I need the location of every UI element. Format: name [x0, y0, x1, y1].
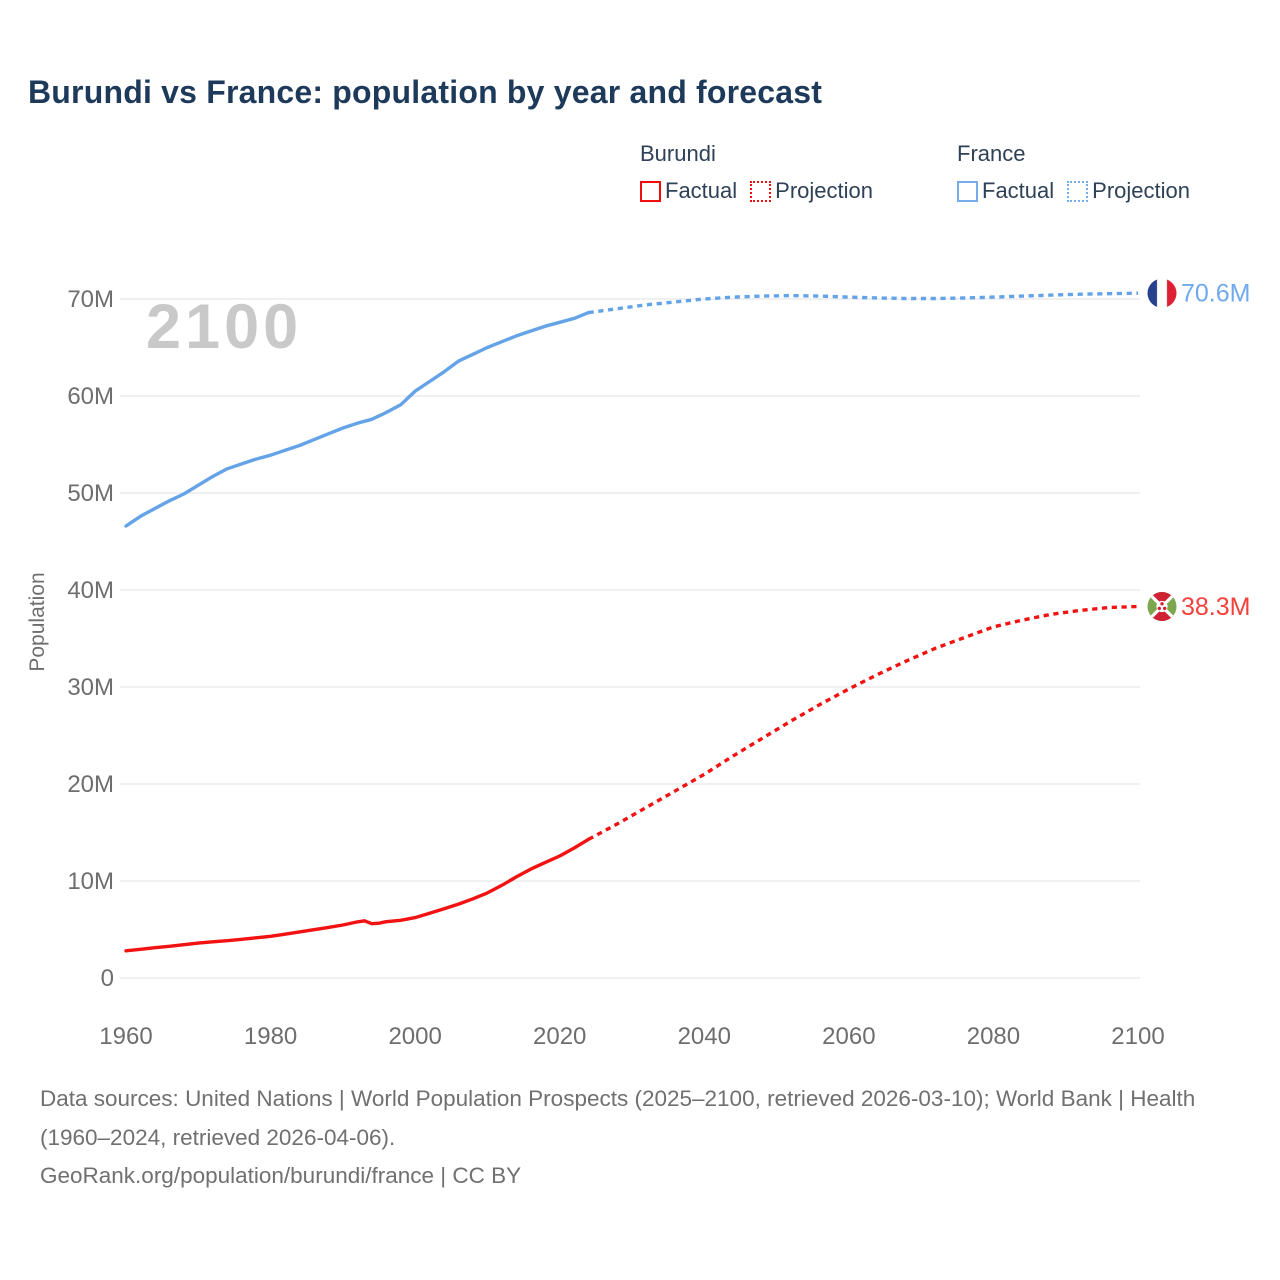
solid-line-swatch-icon — [957, 180, 978, 202]
series-burundi-projection — [587, 604, 1139, 841]
y-tick-label: 70M — [67, 286, 114, 313]
x-tick-label: 1980 — [244, 1023, 297, 1050]
dotted-line-swatch-icon — [1067, 180, 1089, 202]
end-value-label-burundi: 38.3M — [1181, 593, 1250, 621]
legend-item-france-factual[interactable]: Factual — [957, 178, 1054, 204]
x-tick-label: 2000 — [388, 1023, 441, 1050]
legend-group-france: France Factual Projection — [957, 141, 1190, 204]
y-tick-label: 50M — [67, 480, 114, 507]
x-tick-label: 1960 — [99, 1023, 152, 1050]
series-france-factual — [124, 310, 591, 528]
france-flag-icon — [1147, 278, 1177, 308]
y-tick-label: 20M — [67, 771, 114, 798]
legend-item-burundi-projection[interactable]: Projection — [750, 178, 873, 204]
legend-item-label: Projection — [775, 178, 873, 203]
footer-data-sources: Data sources: United Nations | World Pop… — [40, 1086, 1196, 1150]
y-tick-label: 60M — [67, 383, 114, 410]
y-tick-label: 10M — [67, 868, 114, 895]
legend-item-label: Factual — [982, 178, 1055, 203]
page-title: Burundi vs France: population by year an… — [28, 74, 823, 110]
x-tick-label: 2080 — [967, 1023, 1020, 1050]
legend-item-burundi-factual[interactable]: Factual — [640, 178, 737, 204]
solid-line-swatch-icon — [640, 180, 661, 202]
legend-item-label: Factual — [665, 178, 738, 203]
end-value-label-france: 70.6M — [1181, 280, 1250, 308]
chart-watermark: 2100 — [146, 292, 302, 362]
y-tick-label: 0 — [101, 965, 114, 992]
legend-item-label: Projection — [1092, 178, 1190, 203]
y-axis-title: Population — [26, 572, 49, 671]
legend-group-label: France — [957, 141, 1026, 166]
x-tick-label: 2020 — [533, 1023, 586, 1050]
y-tick-label: 30M — [67, 674, 114, 701]
x-tick-label: 2040 — [678, 1023, 731, 1050]
footer-attribution: GeoRank.org/population/burundi/france | … — [40, 1163, 522, 1188]
x-tick-label: 2100 — [1111, 1023, 1164, 1050]
burundi-flag-icon — [1147, 592, 1177, 621]
footer: Data sources: United Nations | World Pop… — [40, 1080, 1225, 1196]
series-france-projection — [588, 291, 1139, 315]
legend-group-burundi: Burundi Factual Projection — [640, 141, 873, 204]
x-tick-label: 2060 — [822, 1023, 875, 1050]
y-tick-label: 40M — [67, 577, 114, 604]
dotted-line-swatch-icon — [750, 180, 772, 202]
legend-group-label: Burundi — [640, 141, 716, 166]
population-line-chart: 0 10M 20M 30M 40M 50M 60M 70M 2100 1960 1980 2000 20… — [26, 278, 1250, 1050]
legend-item-france-projection[interactable]: Projection — [1067, 178, 1190, 204]
series-burundi-factual — [124, 837, 591, 953]
